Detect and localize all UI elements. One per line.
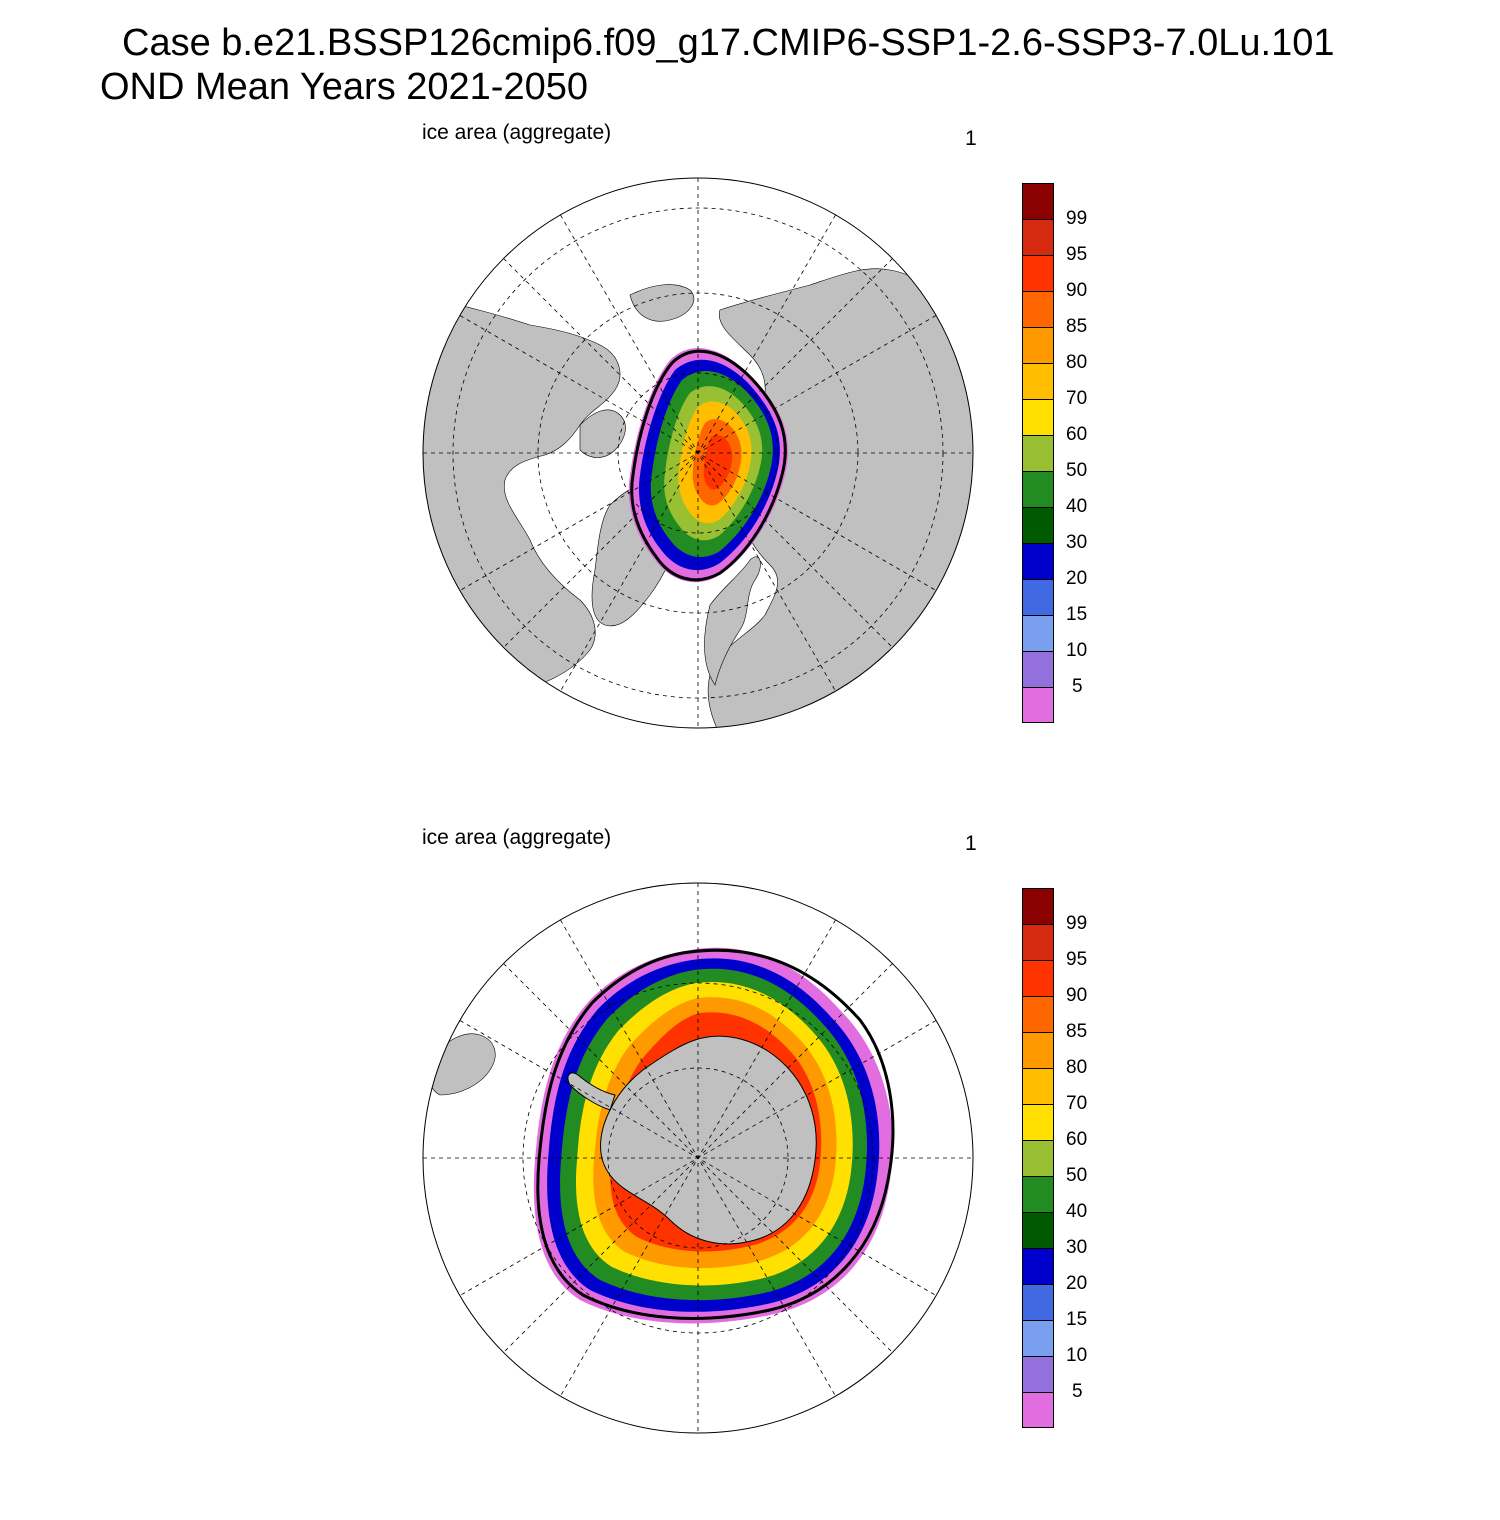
land-antarctic-peninsula <box>567 1072 616 1111</box>
colorbar-swatch <box>1022 471 1054 507</box>
colorbar-swatch <box>1022 399 1054 435</box>
colorbar-tick-label: 95 <box>1066 244 1088 265</box>
colorbar-swatch <box>1022 363 1054 399</box>
colorbar-swatch <box>1022 1392 1054 1428</box>
colorbar-nh: 99 95 90 85 80 70 60 50 40 30 20 15 10 5 <box>1022 183 1142 723</box>
colorbar-tick-label: 10 <box>1066 640 1088 661</box>
panel-left-label: ice area (aggregate) <box>422 121 612 144</box>
ice-band-95 <box>703 434 733 490</box>
land-canadian-archipelago <box>579 409 626 458</box>
colorbar-tick-label: 30 <box>1066 532 1088 553</box>
panel-right-label: 1 <box>965 127 977 150</box>
colorbar-swatch <box>1022 507 1054 543</box>
figure-title-line-1: Case b.e21.BSSP126cmip6.f09_g17.CMIP6-SS… <box>122 22 1335 64</box>
panel-left-label: ice area (aggregate) <box>422 826 612 849</box>
panel-south-hemisphere: ice area (aggregate) 1 <box>0 815 1500 1520</box>
map-border <box>422 177 974 729</box>
panel-right-label: 1 <box>965 832 977 855</box>
colorbar-swatch <box>1022 996 1054 1032</box>
colorbar-swatch <box>1022 687 1054 723</box>
south-polar-map <box>422 882 974 1434</box>
colorbar-tick-label: 10 <box>1066 1345 1088 1366</box>
colorbar-tick-label: 85 <box>1066 316 1088 337</box>
map-border <box>422 882 974 1434</box>
colorbar-swatch <box>1022 183 1054 219</box>
colorbar-tick-label: 30 <box>1066 1237 1088 1258</box>
colorbar-tick-label: 5 <box>1072 676 1083 697</box>
colorbar-swatch <box>1022 960 1054 996</box>
graticule-nh <box>423 178 973 728</box>
colorbar-tick-label: 50 <box>1066 460 1088 481</box>
north-polar-map <box>422 177 974 729</box>
colorbar-tick-label: 70 <box>1066 1093 1088 1114</box>
colorbar-swatch <box>1022 924 1054 960</box>
colorbar-tick-label: 95 <box>1066 949 1088 970</box>
colorbar-tick-label: 80 <box>1066 1057 1088 1078</box>
colorbar-tick-label: 20 <box>1066 568 1088 589</box>
colorbar-swatch <box>1022 651 1054 687</box>
colorbar-swatch <box>1022 435 1054 471</box>
ice-extent-line-nh <box>630 349 787 582</box>
colorbar-tick-label: 90 <box>1066 985 1088 1006</box>
colorbar-swatch <box>1022 888 1054 924</box>
colorbar-swatch <box>1022 1356 1054 1392</box>
colorbar-swatch <box>1022 1284 1054 1320</box>
colorbar-swatch <box>1022 1248 1054 1284</box>
land-antarctica <box>600 1035 817 1245</box>
land-scandinavia <box>704 556 761 686</box>
colorbar-tick-label: 20 <box>1066 1273 1088 1294</box>
colorbar-tick-label: 80 <box>1066 352 1088 373</box>
colorbar-tick-label: 99 <box>1066 208 1088 229</box>
colorbar-swatch <box>1022 579 1054 615</box>
colorbar-tick-label: 60 <box>1066 424 1088 445</box>
graticule-sh <box>423 883 973 1433</box>
colorbar-swatch <box>1022 255 1054 291</box>
colorbar-tick-label: 90 <box>1066 280 1088 301</box>
colorbar-swatch <box>1022 1068 1054 1104</box>
colorbar-swatch <box>1022 615 1054 651</box>
colorbar-sh: 99 95 90 85 80 70 60 50 40 30 20 15 10 5 <box>1022 888 1142 1428</box>
colorbar-tick-label: 15 <box>1066 604 1088 625</box>
colorbar-tick-label: 40 <box>1066 496 1088 517</box>
land-alaska <box>629 284 695 322</box>
colorbar-tick-label: 5 <box>1072 1381 1083 1402</box>
colorbar-swatch <box>1022 1212 1054 1248</box>
colorbar-tick-label: 15 <box>1066 1309 1088 1330</box>
colorbar-tick-label: 50 <box>1066 1165 1088 1186</box>
colorbar-swatch <box>1022 1032 1054 1068</box>
colorbar-swatch <box>1022 327 1054 363</box>
colorbar-tick-label: 40 <box>1066 1201 1088 1222</box>
colorbar-swatch <box>1022 543 1054 579</box>
colorbar-swatch <box>1022 1140 1054 1176</box>
colorbar-tick-label: 70 <box>1066 388 1088 409</box>
colorbar-swatch <box>1022 291 1054 327</box>
colorbar-swatch <box>1022 1104 1054 1140</box>
colorbar-tick-label: 60 <box>1066 1129 1088 1150</box>
figure-title-line-2: OND Mean Years 2021-2050 <box>100 66 588 108</box>
colorbar-tick-label: 99 <box>1066 913 1088 934</box>
ice-extent-line-sh <box>536 948 895 1320</box>
colorbar-swatch <box>1022 219 1054 255</box>
panel-north-hemisphere: ice area (aggregate) 1 <box>0 110 1500 815</box>
colorbar-swatch <box>1022 1320 1054 1356</box>
colorbar-tick-label: 85 <box>1066 1021 1088 1042</box>
colorbar-swatch <box>1022 1176 1054 1212</box>
